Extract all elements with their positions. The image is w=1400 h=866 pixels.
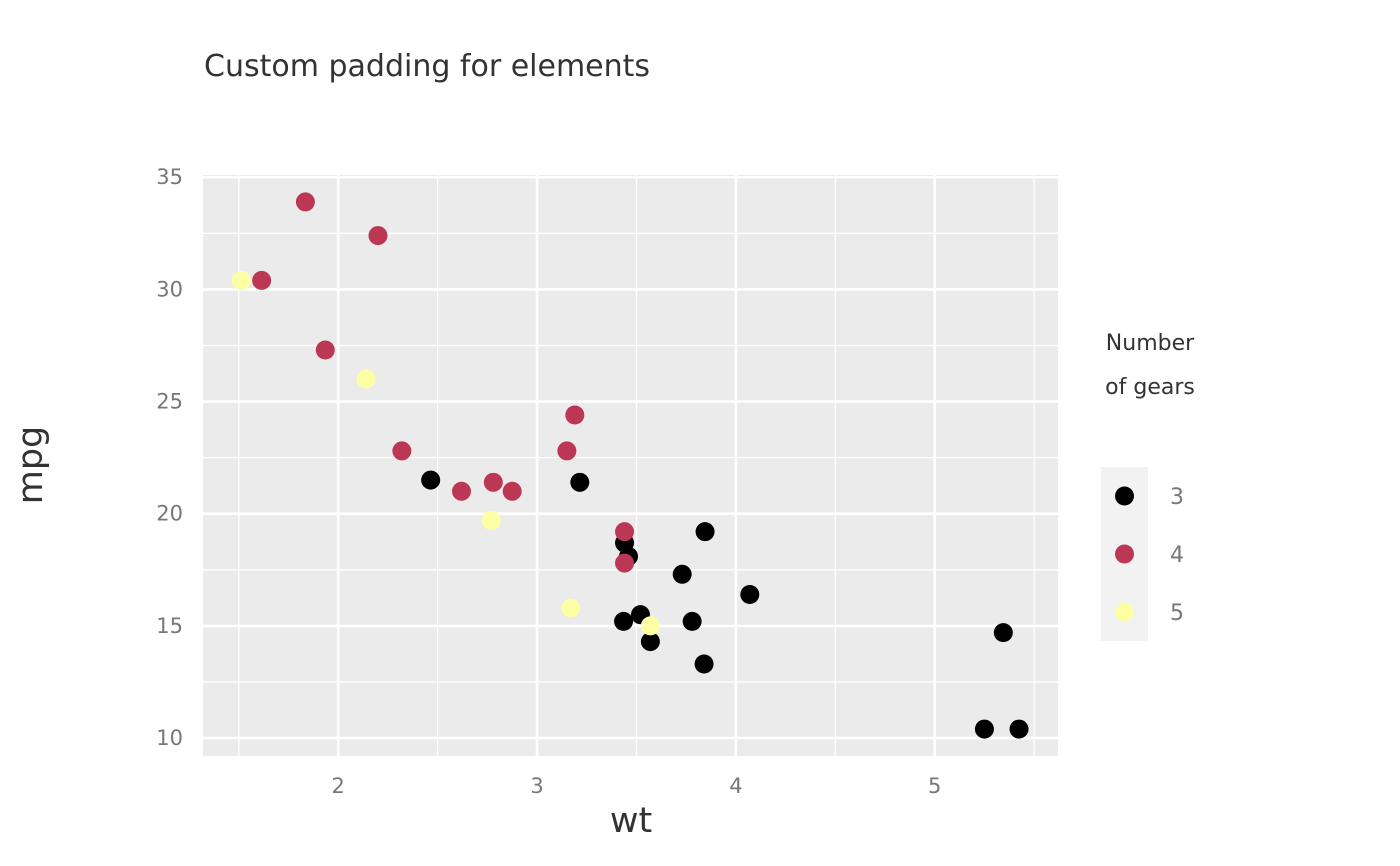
chart-title: Custom padding for elements [204,49,650,84]
data-points [231,192,1029,739]
data-point-gear-3 [421,470,441,490]
data-point-gear-3 [740,584,760,604]
data-point-gear-3 [993,623,1013,643]
legend-title-line: Number [1106,331,1195,356]
y-tick-label: 15 [156,614,183,638]
plot-panel [203,175,1058,756]
data-point-gear-3 [694,654,714,674]
y-tick-label: 30 [156,277,183,301]
x-tick-label: 5 [928,774,941,798]
data-point-gear-4 [451,481,471,501]
data-point-gear-3 [695,522,715,542]
x-tick-label: 3 [530,774,543,798]
legend-key-4 [1115,544,1134,564]
data-point-gear-4 [315,340,335,360]
data-point-gear-5 [640,616,660,636]
legend-label: 5 [1170,601,1184,626]
legend: Number of gears 3 4 5 [1101,331,1195,641]
data-point-gear-4 [368,226,388,246]
x-axis-title: wt [610,801,652,841]
data-point-gear-4 [557,441,577,461]
x-tick-label: 2 [332,774,345,798]
data-point-gear-5 [356,369,376,389]
panel-background [203,175,1058,756]
y-tick-label: 10 [156,726,183,750]
data-point-gear-3 [570,472,590,492]
data-point-gear-4 [483,472,503,492]
x-axis-ticks: 2 3 4 5 [332,774,942,798]
legend-label: 4 [1170,543,1184,568]
data-point-gear-3 [672,564,692,584]
data-point-gear-4 [392,441,412,461]
data-point-gear-4 [252,270,272,290]
data-point-gear-3 [682,611,702,631]
data-point-gear-3 [640,632,660,652]
x-tick-label: 4 [729,774,742,798]
data-point-gear-5 [231,270,251,290]
y-tick-label: 20 [156,502,183,526]
data-point-gear-5 [561,598,581,618]
legend-key-3 [1115,486,1134,506]
data-point-gear-4 [295,192,315,212]
data-point-gear-3 [1009,719,1029,739]
data-point-gear-4 [615,553,635,573]
y-axis-ticks: 10 15 20 25 30 35 [156,165,183,750]
legend-label: 3 [1170,485,1184,510]
data-point-gear-3 [614,611,634,631]
data-point-gear-4 [502,481,522,501]
y-tick-label: 35 [156,165,183,189]
data-point-gear-3 [974,719,994,739]
data-point-gear-4 [565,405,585,425]
y-tick-label: 25 [156,390,183,414]
legend-key-5 [1115,602,1134,622]
data-point-gear-5 [481,510,501,530]
legend-title-line: of gears [1105,375,1195,400]
data-point-gear-4 [615,522,635,542]
y-axis-title: mpg [11,426,51,505]
